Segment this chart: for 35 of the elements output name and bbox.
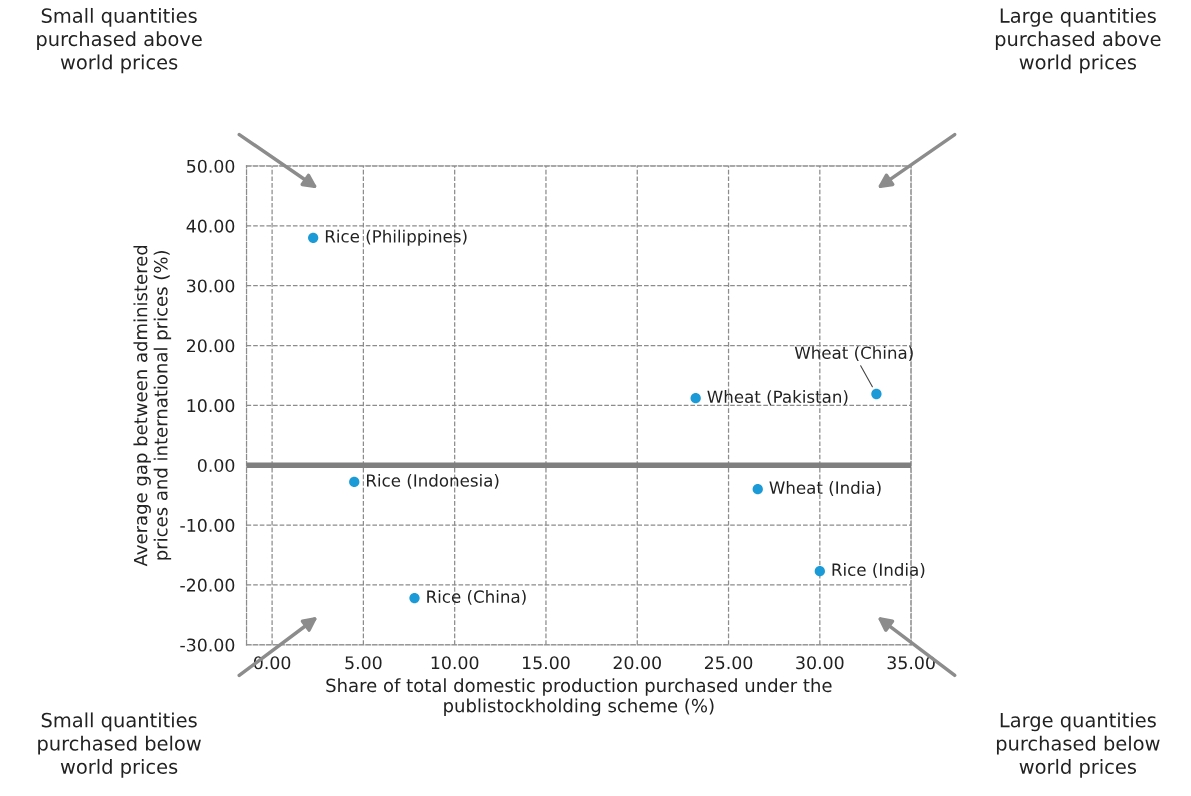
annotation: Rice (China) bbox=[427, 590, 526, 605]
x-tick-label: 30.00 bbox=[796, 656, 844, 670]
x-tick-label: 25.00 bbox=[704, 656, 753, 670]
y-tick-label: -30.00 bbox=[180, 638, 235, 652]
point bbox=[814, 566, 825, 577]
text: Small quantities purchased below world prices bbox=[38, 712, 201, 778]
annotation: Rice (Indonesia) bbox=[367, 473, 499, 489]
point bbox=[409, 592, 420, 604]
x-tick-label: 10.00 bbox=[431, 656, 479, 670]
y-tick-label: 10.00 bbox=[187, 399, 235, 413]
y-tick-label: 40.00 bbox=[186, 219, 235, 233]
x-tick-label: 20.00 bbox=[613, 656, 661, 670]
x-tick-label: 5.00 bbox=[345, 656, 382, 670]
point bbox=[871, 388, 882, 400]
y-tick-label: 30.00 bbox=[187, 279, 235, 293]
annotation: Rice (Philippines) bbox=[325, 229, 467, 246]
text: Large quantities purchased above world prices bbox=[995, 7, 1161, 74]
point bbox=[690, 393, 701, 404]
x-axis-title: Share of total domestic production purchased under the publistockholding scheme (%) bbox=[326, 678, 832, 716]
annotation: Wheat (China) bbox=[794, 346, 913, 361]
y-tick-label: 50.00 bbox=[187, 159, 235, 173]
y-tick-label: -10.00 bbox=[180, 518, 235, 532]
text: Small quantities purchased above world prices bbox=[37, 7, 202, 74]
y-tick-label: 0.00 bbox=[197, 458, 235, 473]
annotation: Wheat (India) bbox=[769, 481, 881, 496]
point bbox=[308, 232, 319, 243]
annotation: Wheat (Pakistan) bbox=[707, 390, 848, 405]
y-axis-title: Average gap between administered prices and international prices (%) bbox=[133, 245, 172, 567]
annotation: Rice (India) bbox=[832, 563, 925, 578]
point bbox=[752, 484, 763, 495]
y-tick-label: -20.00 bbox=[180, 578, 235, 592]
text: Large quantities purchased below world prices bbox=[996, 712, 1160, 778]
y-tick-label: 20.00 bbox=[187, 339, 235, 353]
x-tick-label: 15.00 bbox=[523, 656, 570, 670]
point bbox=[349, 476, 360, 488]
